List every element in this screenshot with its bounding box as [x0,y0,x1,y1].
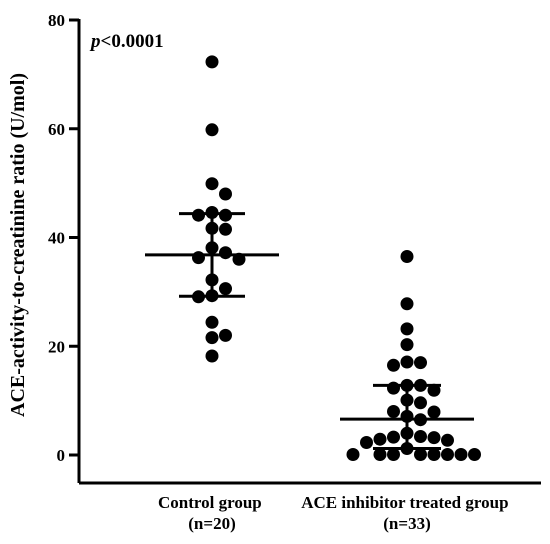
data-point-group-1-9 [219,222,232,236]
data-point-group-1-3 [205,177,219,191]
summary-bars [145,212,474,450]
data-point-group-2-2 [400,297,414,311]
data-point-group-2-7 [387,358,400,372]
x-category-label-ace-line2: (n=33) [383,514,430,533]
data-point-group-1-20 [205,331,219,345]
data-point-group-2-26 [414,448,427,461]
data-point-group-1-11 [219,246,232,260]
y-tick-label-80: 80 [48,11,65,30]
data-point-group-1-5 [205,206,219,219]
data-point-group-1-8 [205,221,219,235]
p-value-prefix: p [89,31,101,52]
data-point-group-1-16 [205,289,219,303]
data-point-group-2-8 [400,378,414,392]
data-point-group-2-28 [427,448,441,461]
data-point-group-2-11 [427,383,441,397]
data-point-group-2-27 [387,448,400,461]
data-point-group-1-19 [219,328,232,342]
data-point-group-2-19 [414,430,427,443]
x-category-label-control-line1: Control group [158,493,262,512]
data-point-group-2-14 [387,405,400,418]
data-point-group-2-4 [400,338,414,352]
data-point-group-2-23 [441,433,454,447]
y-tick-label-20: 20 [48,337,65,356]
data-point-group-1-12 [192,251,205,265]
y-tick-label-40: 40 [48,229,65,248]
x-category-label-ace-line1: ACE inhibitor treated group [301,493,508,512]
data-point-group-2-15 [427,405,441,419]
data-point-group-2-12 [400,393,414,407]
y-tick-label-0: 0 [57,446,66,465]
data-point-group-1-6 [219,208,232,222]
data-point-group-2-24 [360,436,373,449]
data-point-group-2-30 [441,448,454,461]
data-point-group-1-13 [232,252,246,266]
data-point-group-1-2 [205,123,219,137]
x-category-label-control-line2: (n=20) [188,514,235,533]
data-point-group-2-25 [400,442,414,455]
data-point-group-2-13 [414,396,427,410]
data-point-group-1-17 [192,290,205,304]
p-value-text: <0.0001 [101,31,164,52]
y-axis-label: ACE-activity-to-creatinine ratio (U/mol) [7,73,29,417]
data-point-group-2-21 [427,431,441,445]
data-point-group-2-16 [400,409,414,423]
data-point-group-2-31 [454,448,468,461]
data-point-group-1-1 [205,55,219,69]
data-point-group-1-18 [205,315,219,329]
data-point-group-2-17 [414,413,427,427]
data-point-group-1-21 [205,349,219,363]
data-point-group-2-6 [414,356,427,370]
x-category-label-ace: ACE inhibitor treated group (n=33) [301,493,513,533]
data-point-group-2-32 [346,448,360,461]
x-category-label-control: Control group (n=20) [158,493,266,533]
data-point-group-2-1 [400,250,414,263]
y-axis-ticks: 0 20 40 60 80 [48,11,79,465]
data-point-group-1-14 [205,273,219,287]
data-point-group-1-7 [192,208,205,222]
data-point-group-1-10 [205,241,219,255]
data-point-group-2-3 [400,322,414,336]
data-point-group-2-5 [400,355,414,369]
data-point-group-2-29 [373,448,387,461]
data-points [192,55,481,461]
data-point-group-2-9 [414,378,427,392]
p-value-annotation: p<0.0001 [89,31,164,52]
data-point-group-2-22 [373,432,387,446]
data-point-group-1-15 [219,282,232,296]
data-point-group-2-33 [468,448,481,461]
y-tick-label-60: 60 [48,120,65,139]
data-point-group-2-20 [387,430,400,444]
data-point-group-2-10 [387,381,400,395]
data-point-group-1-4 [219,187,232,201]
data-point-group-2-18 [400,426,414,440]
